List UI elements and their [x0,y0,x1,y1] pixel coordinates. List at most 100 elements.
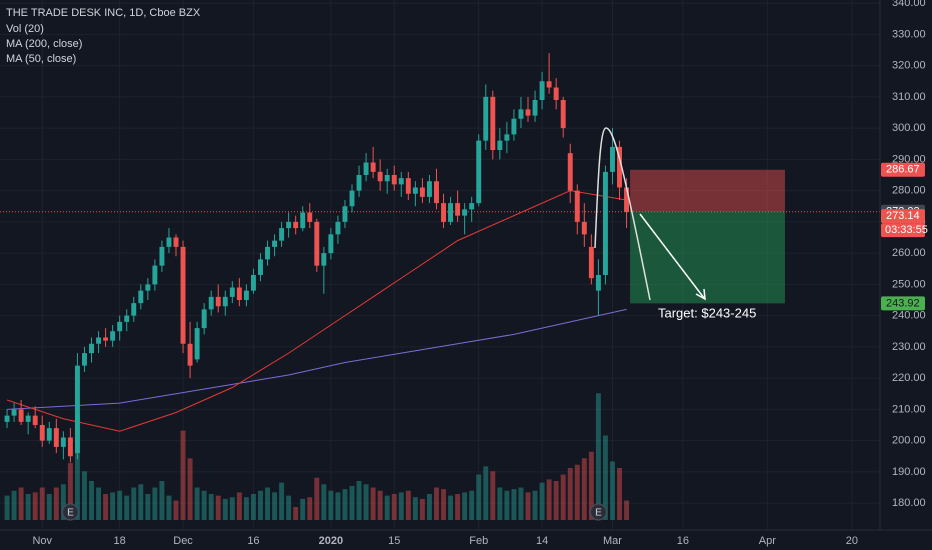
volume-bar [180,430,186,520]
volume-bar [321,484,327,520]
y-tick-label: 250.00 [892,278,926,290]
volume-bar [293,507,299,520]
volume-bar [574,464,580,520]
legend-indicator: Vol (20) [6,23,44,35]
volume-bar [265,487,270,520]
candle-body [476,140,482,204]
volume-bar [398,492,404,520]
candle-body [60,437,66,447]
candle-body [419,187,425,197]
volume-bar [25,494,31,520]
moving-average [6,190,627,432]
volume-bar [279,482,285,520]
candle-body [497,140,503,150]
volume-bar [595,393,601,520]
candle-body [173,237,179,247]
volume-bar [229,497,235,520]
volume-bar [89,481,94,520]
candle-body [377,171,383,182]
volume-bar [377,490,383,520]
stop-zone [630,169,785,212]
candle-body [74,365,80,454]
candle-body [441,203,446,222]
x-tick-label: 2020 [319,535,343,547]
volume-bar [588,451,594,520]
annotation: Target: $243-245 [658,305,756,320]
volume-bar [124,495,130,520]
candle-body [187,343,193,366]
volume-bar [131,487,137,520]
candle-body [307,212,313,222]
volume-bar [462,492,468,520]
arc-drawing [594,127,651,301]
volume-bar [258,490,263,520]
volume-bar [328,490,334,520]
y-tick-label: 280.00 [892,185,926,197]
volume-bar [67,463,73,520]
candle-body [412,187,418,194]
legend-indicator: MA (200, close) [6,38,82,50]
volume-bar [581,458,587,520]
volume-bar [39,487,45,520]
volume-bar [60,484,66,520]
volume-bar [250,494,256,520]
candle-body [610,146,615,172]
volume-bar [511,489,517,520]
volume-bar [138,484,144,520]
earnings-label: E [595,508,602,519]
candle-body [328,234,334,254]
volume-bar [539,482,545,520]
volume-bar [448,495,454,520]
candle-body [602,171,608,275]
x-tick-label: 20 [846,535,858,547]
volume-bar [187,458,193,520]
candle-body [595,275,601,291]
candle-body [180,246,186,344]
candle-body [504,134,510,141]
candle-body [131,303,137,316]
candle-body [370,162,376,172]
candle-body [117,321,123,332]
candle-body [272,240,278,247]
candle-body [222,296,228,307]
x-tick-label: Apr [759,535,776,547]
candle-body [349,190,355,207]
candle-body [434,181,439,204]
volume-bar [434,487,439,520]
volume-bar [335,492,341,520]
volume-bar [356,481,362,520]
volume-bar [159,481,165,520]
candle-body [462,209,468,216]
x-tick-label: 18 [114,535,126,547]
stop-label: 286.67 [886,164,920,176]
volume-bar [426,494,432,520]
volume-bar [391,494,397,520]
candle-body [110,331,116,341]
candle-body [89,343,94,354]
volume-bar [145,494,151,520]
volume-bar [490,471,496,520]
candle-body [405,178,411,194]
y-tick-label: 310.00 [892,91,926,103]
candle-body [25,415,31,422]
candle-body [103,337,109,341]
candle-body [553,87,559,100]
volume-bar [173,500,179,520]
volume-bar [405,490,411,520]
candle-body [32,415,38,425]
candle-body [335,221,341,235]
y-tick-label: 240.00 [892,310,926,322]
countdown: 03:33:55 [885,224,928,236]
legend-indicator: MA (50, close) [6,53,76,65]
candle-body [166,237,172,247]
y-tick-label: 330.00 [892,28,926,40]
candle-body [617,146,622,188]
candle-body [152,265,158,285]
volume-bar [236,492,242,520]
volume-bar [342,489,348,520]
x-tick-label: 16 [247,535,259,547]
candle-body [96,337,102,344]
volume-bar [243,497,249,520]
